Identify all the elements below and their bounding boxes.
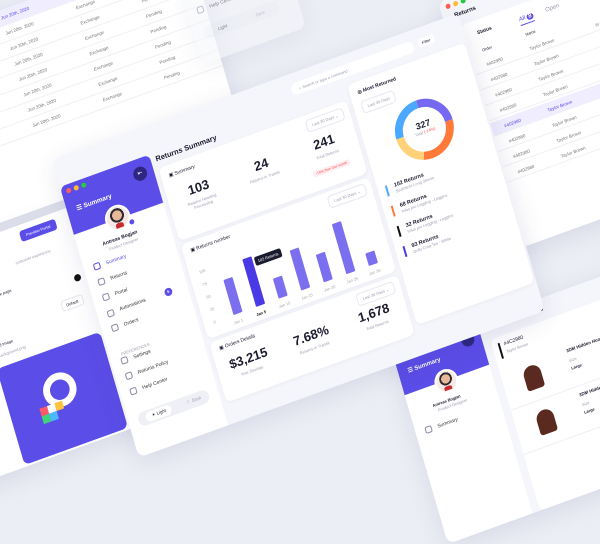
summary-title: ▣ Summary [168,164,196,179]
theme-toggle[interactable]: ☀ Light ☾ Dark [136,388,210,427]
nav-icon [106,308,115,317]
hoodie-image [522,363,546,392]
homepage-label: Returns portal home page [0,288,12,309]
bar[interactable] [332,221,356,274]
y-tick-label: 100 [198,267,206,274]
filter-button[interactable]: Filter [417,34,435,48]
sidebar-item-returns[interactable]: Returns [97,269,128,286]
bar[interactable] [223,277,242,315]
nav-help-center-faded: Help Center [196,0,235,14]
color-swatch[interactable] [73,273,82,282]
column-order[interactable]: Order [482,44,493,52]
nav-icon [125,371,134,380]
change-badge: -14% than last month [312,159,350,178]
sidebar-item-summary[interactable]: Summary [93,252,127,270]
default-button[interactable]: Default [60,294,84,312]
nav-icon [129,387,138,396]
nav-icon [120,356,129,365]
tab-all[interactable]: All 8 [518,13,534,27]
experience-label: customer experience [15,248,51,265]
history-rows: In TransitJun 20th, 2020ExchangePendingI… [0,0,187,45]
sidebar-item-orders[interactable]: Orders [111,316,140,332]
nav-icon [111,323,120,332]
nav-icon [97,277,106,286]
y-tick-label: 50 [206,293,212,300]
x-tick-label: Jan 25 [346,275,359,284]
theme-light[interactable]: ☀ Light [145,404,173,423]
y-tick-label: 25 [209,306,215,313]
x-tick-label: Jan 10 [278,300,291,309]
x-tick-label: Jan 20 [323,284,336,293]
y-tick-label: 75 [202,281,208,288]
theme-dark[interactable]: ☾ Dark [186,395,202,406]
nav-summary[interactable]: Summary [424,416,458,434]
hoodie-image [534,407,558,436]
x-tick-label: Jan 30 [368,267,381,276]
column-name[interactable]: Name [525,29,536,37]
bar[interactable] [365,250,378,266]
stat: 7.68%Returns in Transit [278,317,347,362]
x-tick-label: Jan 15 [301,292,314,301]
bar[interactable] [316,252,333,283]
preview-portal-button[interactable]: Preview Portal [19,219,58,242]
status-heading: Status [476,25,492,36]
tab-open[interactable]: Open [545,3,560,14]
sidebar-item-portal[interactable]: Portal [102,286,128,302]
sidebar-item-help-center[interactable]: Help Center [129,375,168,395]
y-tick-label: 0 [213,319,217,325]
nav-icon [102,292,111,301]
edit-avatar-icon[interactable] [128,217,137,226]
x-tick-label: Jan 5 [256,309,268,318]
automations-badge: 5 [163,287,173,297]
nav-icon [93,262,102,271]
x-tick-label: Jan 1 [233,317,244,325]
bar[interactable] [290,247,311,290]
bar[interactable] [273,276,288,299]
